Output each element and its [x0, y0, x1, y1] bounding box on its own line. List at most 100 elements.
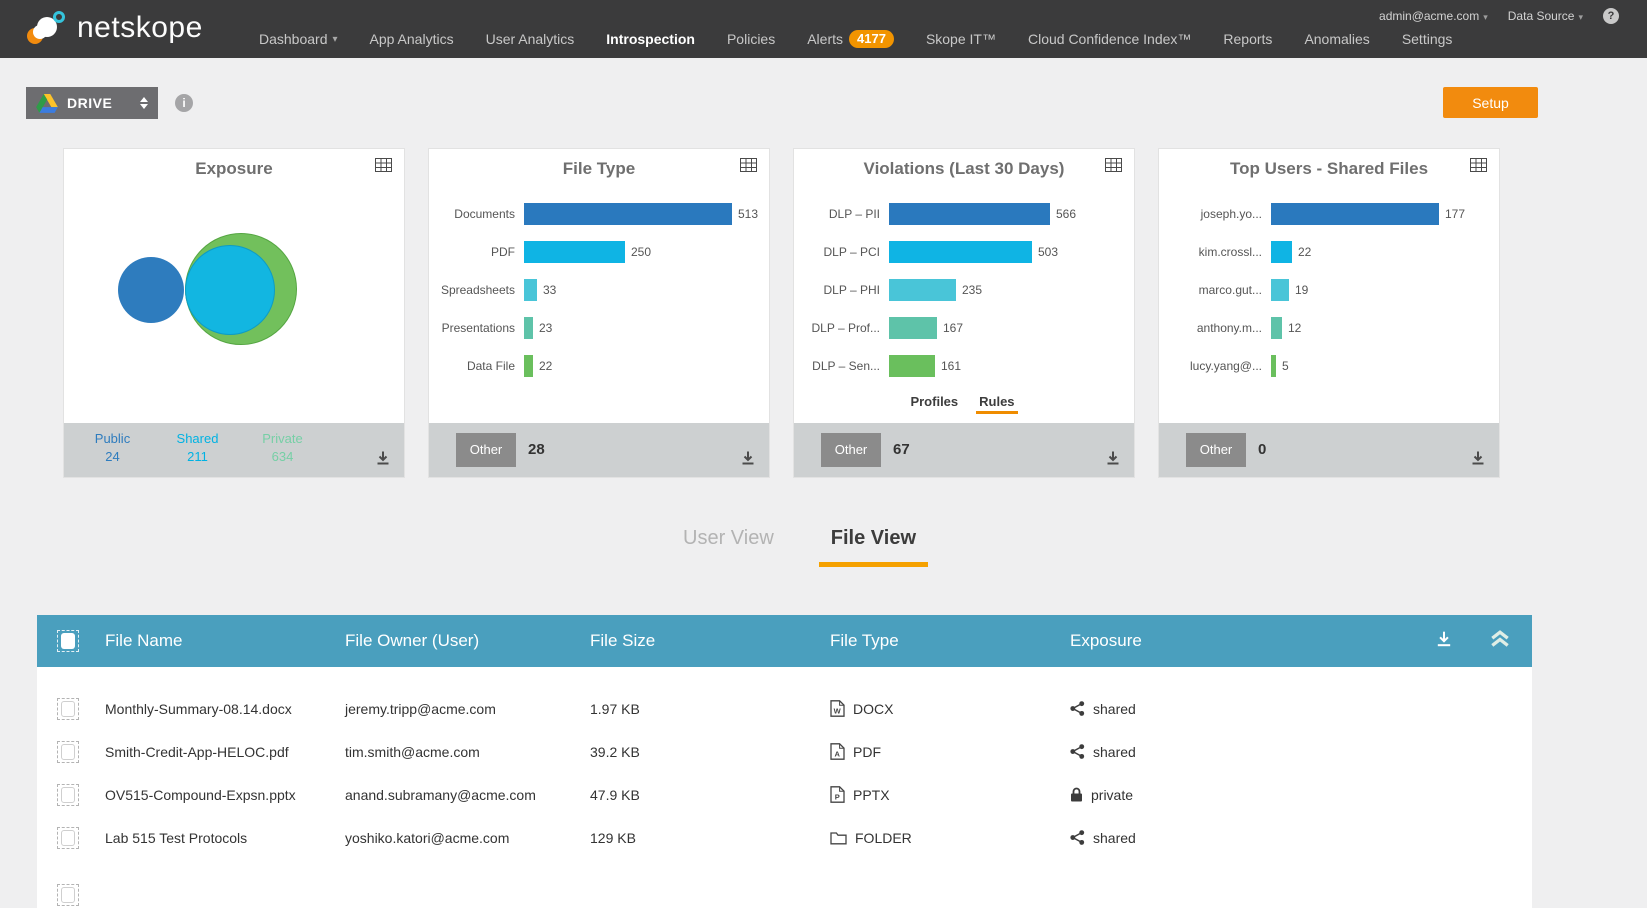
row-checkbox-cell — [37, 827, 105, 849]
row-checkbox[interactable] — [57, 784, 79, 806]
table-view-icon[interactable] — [1105, 158, 1122, 177]
link-rules[interactable]: Rules — [976, 394, 1017, 414]
bar[interactable] — [889, 317, 937, 339]
nav-item-dashboard[interactable]: Dashboard▾ — [243, 31, 354, 47]
bar-value-label: 33 — [543, 283, 556, 297]
violations-bar-chart: DLP – PII566DLP – PCI503DLP – PHI235DLP … — [794, 203, 1134, 411]
nav-item-label: Dashboard — [259, 31, 328, 47]
setup-button[interactable]: Setup — [1443, 87, 1538, 118]
table-view-icon[interactable] — [1470, 158, 1487, 177]
file-name-cell: OV515-Compound-Expsn.pptx — [105, 787, 345, 803]
info-icon[interactable]: i — [175, 94, 193, 112]
table-view-icon[interactable] — [740, 158, 757, 177]
bar[interactable] — [1271, 279, 1289, 301]
main-nav: Dashboard▾App Analytics User Analytics Int… — [243, 30, 1468, 48]
table-download-icon[interactable] — [1435, 630, 1453, 653]
checkbox-inner — [61, 744, 75, 760]
netskope-logo: netskope — [26, 9, 203, 47]
bar-row: Documents513 — [429, 203, 769, 225]
nav-item-cloud-confidence-index[interactable]: Cloud Confidence Index™ — [1012, 31, 1207, 47]
column-header-file-name[interactable]: File Name — [105, 631, 345, 651]
table-row[interactable]: Monthly-Summary-08.14.docxjeremy.tripp@a… — [37, 687, 1532, 730]
nav-item-label: User Analytics — [486, 31, 575, 47]
column-header-exposure[interactable]: Exposure — [1070, 631, 1420, 651]
nav-item-label: Skope IT™ — [926, 31, 996, 47]
bar[interactable] — [1271, 241, 1292, 263]
nav-item-user-analytics[interactable]: User Analytics — [470, 31, 591, 47]
other-button[interactable]: Other — [1186, 433, 1246, 467]
table-row[interactable]: Smith-Credit-App-HELOC.pdftim.smith@acme… — [37, 730, 1532, 773]
table-row[interactable]: OV515-Compound-Expsn.pptxanand.subramany… — [37, 773, 1532, 816]
file-name-cell: Smith-Credit-App-HELOC.pdf — [105, 744, 345, 760]
link-profiles[interactable]: Profiles — [910, 394, 958, 409]
bar-category-label: marco.gut... — [1159, 283, 1271, 297]
bar[interactable] — [1271, 317, 1282, 339]
tab-file-view[interactable]: File View — [819, 527, 928, 567]
download-icon[interactable] — [1470, 450, 1486, 471]
bar-value-label: 22 — [539, 359, 552, 373]
row-checkbox[interactable] — [57, 827, 79, 849]
bar[interactable] — [524, 355, 533, 377]
card-title: File Type — [429, 159, 769, 179]
file-size-cell: 47.9 KB — [590, 787, 830, 803]
exposure-venn-chart — [64, 149, 404, 423]
bar[interactable] — [889, 279, 956, 301]
table-row[interactable]: Lab 515 Test Protocolsyoshiko.katori@acm… — [37, 816, 1532, 859]
bar[interactable] — [889, 355, 935, 377]
bar[interactable] — [524, 279, 537, 301]
bar-row: joseph.yo...177 — [1159, 203, 1499, 225]
bar[interactable] — [524, 203, 732, 225]
row-checkbox[interactable] — [57, 698, 79, 720]
bar-category-label: Documents — [429, 207, 524, 221]
download-icon[interactable] — [1105, 450, 1121, 471]
nav-item-anomalies[interactable]: Anomalies — [1288, 31, 1385, 47]
column-header-file-size[interactable]: File Size — [590, 631, 830, 651]
nav-item-app-analytics[interactable]: App Analytics — [354, 31, 470, 47]
data-source-menu[interactable]: Data Source▾ — [1508, 9, 1583, 23]
bar[interactable] — [524, 241, 625, 263]
exposure-cell: shared — [1070, 701, 1420, 717]
file-table: File Name File Owner (User) File Size Fi… — [37, 615, 1532, 908]
stat-value: 211 — [155, 448, 240, 466]
other-button[interactable]: Other — [456, 433, 516, 467]
share-icon — [1070, 701, 1085, 716]
file-size-cell: 1.97 KB — [590, 701, 830, 717]
bar-row: marco.gut...19 — [1159, 279, 1499, 301]
bar-row: PDF250 — [429, 241, 769, 263]
nav-item-alerts[interactable]: Alerts4177 — [791, 30, 910, 48]
help-icon[interactable]: ? — [1603, 8, 1619, 24]
account-menu[interactable]: admin@acme.com▾ — [1379, 9, 1488, 23]
bar[interactable] — [1271, 355, 1276, 377]
chevron-down-icon: ▾ — [1578, 12, 1583, 22]
bar[interactable] — [524, 317, 533, 339]
tab-user-view[interactable]: User View — [683, 527, 774, 550]
bar[interactable] — [889, 203, 1050, 225]
app-selector-dropdown[interactable]: DRIVE — [26, 87, 158, 119]
other-button[interactable]: Other — [821, 433, 881, 467]
nav-item-skope-it[interactable]: Skope IT™ — [910, 31, 1012, 47]
nav-item-policies[interactable]: Policies — [711, 31, 791, 47]
select-all-checkbox[interactable] — [57, 630, 79, 652]
bar-value-label: 22 — [1298, 245, 1311, 259]
download-icon[interactable] — [375, 450, 391, 471]
download-icon[interactable] — [740, 450, 756, 471]
file-type-label: DOCX — [853, 701, 893, 717]
column-header-file-owner[interactable]: File Owner (User) — [345, 631, 590, 651]
bar-category-label: PDF — [429, 245, 524, 259]
column-header-file-type[interactable]: File Type — [830, 631, 1070, 651]
file-type-label: PDF — [853, 744, 881, 760]
bar[interactable] — [1271, 203, 1439, 225]
nav-item-introspection[interactable]: Introspection — [590, 31, 711, 47]
bar[interactable] — [889, 241, 1032, 263]
row-checkbox[interactable] — [57, 884, 79, 906]
top-navigation-bar: netskope admin@acme.com▾ Data Source▾ ? … — [0, 0, 1647, 58]
pdf-file-icon: A — [830, 743, 845, 760]
nav-item-label: Settings — [1402, 31, 1453, 47]
table-row[interactable] — [37, 873, 1532, 916]
table-body: Monthly-Summary-08.14.docxjeremy.tripp@a… — [37, 667, 1532, 916]
collapse-table-icon[interactable] — [1489, 629, 1511, 653]
row-checkbox[interactable] — [57, 741, 79, 763]
brand-name: netskope — [77, 11, 203, 45]
nav-item-reports[interactable]: Reports — [1207, 31, 1288, 47]
nav-item-settings[interactable]: Settings — [1386, 31, 1469, 47]
